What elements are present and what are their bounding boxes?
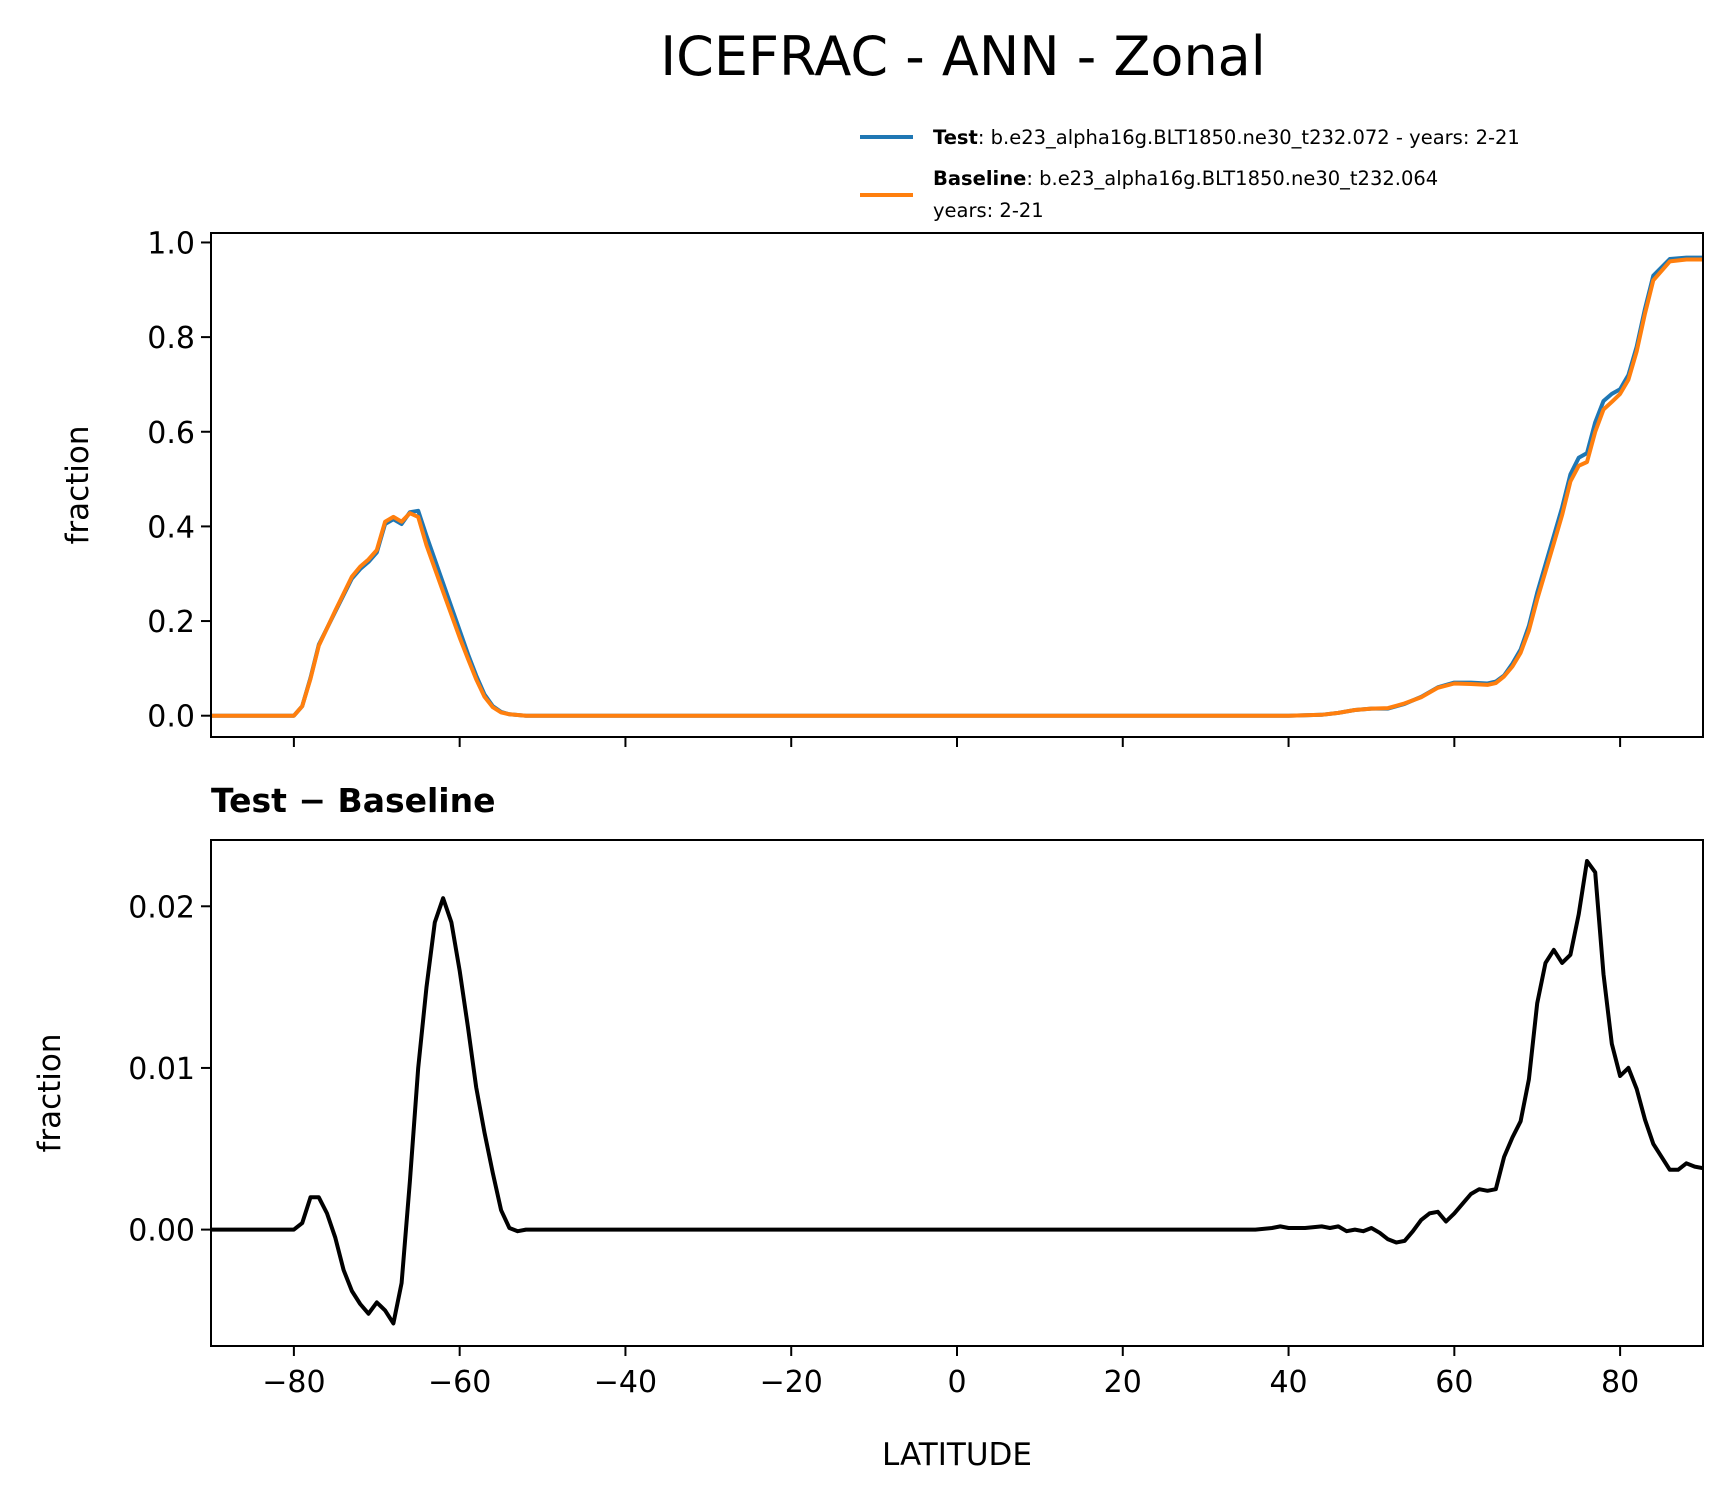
top-y-tick-label: 1.0 [147,226,195,261]
top-x-ticks [292,737,1622,747]
bottom-x-tick-label: −40 [594,1365,657,1400]
bottom-x-tick-label: 40 [1269,1365,1307,1400]
bottom-y-tick-label: 0.02 [128,890,195,925]
bottom-y-ticks: 0.00 0.01 0.02 [128,890,211,1249]
bottom-x-tick-label: −60 [428,1365,491,1400]
top-y-tick-label: 0.8 [147,321,195,356]
bottom-x-ticks: −80 −60 −40 −20 0 20 40 60 80 [262,1346,1639,1400]
top-plot-lines [211,255,1703,718]
bottom-plot-lines [211,859,1704,1326]
bottom-y-tick-label: 0.00 [128,1214,195,1249]
bottom-panel-title: Test − Baseline [211,781,496,820]
legend-baseline-entry: Baseline: b.e23_alpha16g.BLT1850.ne30_t2… [933,167,1438,190]
bottom-axes-frame [210,839,1704,1347]
top-panel: 0.0 0.2 0.4 0.6 0.8 1.0 fraction [60,226,1704,747]
bottom-y-axis-label: fraction [32,1033,68,1152]
top-y-tick-label: 0.2 [147,605,195,640]
legend-baseline-label: Baseline [933,167,1026,190]
bottom-y-tick-label: 0.01 [128,1052,195,1087]
top-series-line-baseline [211,257,1703,718]
bottom-panel: Test − Baseline 0.00 0.01 0.02 −80 −60 −40 −2… [32,781,1704,1473]
bottom-series-line-test-baseline [211,859,1704,1326]
bottom-x-tick-label: 60 [1435,1365,1473,1400]
top-y-tick-label: 0.6 [147,416,195,451]
top-axes-frame [210,232,1704,738]
bottom-x-tick-label: 80 [1601,1365,1639,1400]
top-y-tick-label: 0.4 [147,510,195,545]
bottom-x-tick-label: 0 [947,1365,966,1400]
legend-baseline-text: : b.e23_alpha16g.BLT1850.ne30_t232.064 [1026,167,1438,190]
top-y-axis-label: fraction [60,425,96,544]
legend-test-text: : b.e23_alpha16g.BLT1850.ne30_t232.072 -… [978,126,1520,149]
bottom-x-tick-label: 20 [1104,1365,1142,1400]
legend-baseline-text2: years: 2-21 [933,199,1044,222]
legend-test-label: Test [933,126,978,149]
chart-title: ICEFRAC - ANN - Zonal [660,25,1266,88]
legend-test-entry: Test: b.e23_alpha16g.BLT1850.ne30_t232.0… [933,126,1520,149]
top-y-tick-label: 0.0 [147,700,195,735]
x-axis-label: LATITUDE [882,1437,1032,1473]
bottom-x-tick-label: −80 [262,1365,325,1400]
top-series-line-test [211,255,1703,718]
top-y-ticks: 0.0 0.2 0.4 0.6 0.8 1.0 [147,226,211,735]
bottom-x-tick-label: −20 [760,1365,823,1400]
legend: Test: b.e23_alpha16g.BLT1850.ne30_t232.0… [860,126,1520,222]
